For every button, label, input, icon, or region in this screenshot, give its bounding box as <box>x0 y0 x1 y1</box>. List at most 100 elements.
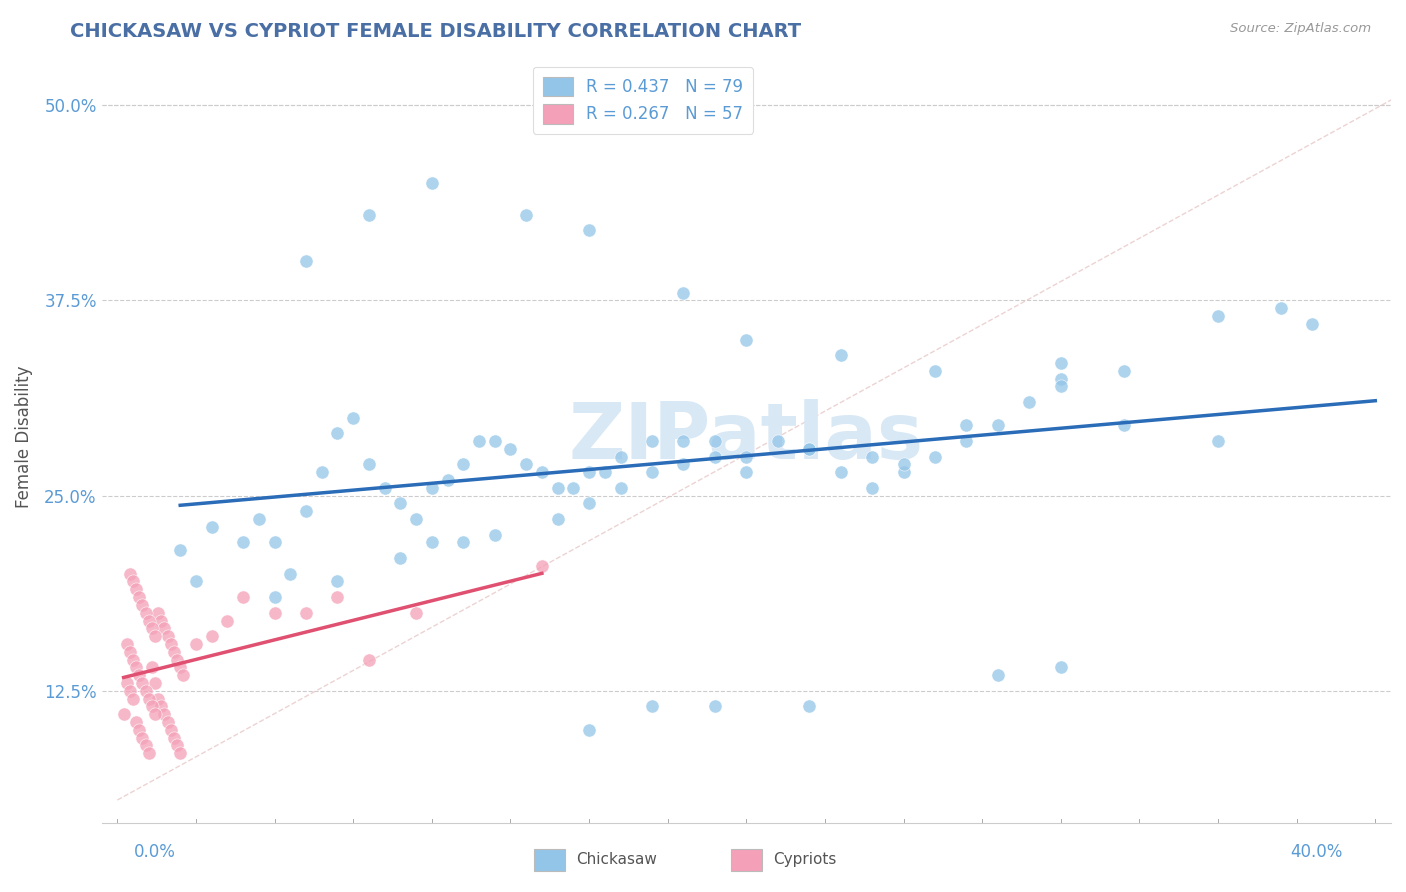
Point <box>112 707 135 722</box>
Legend: R = 0.437   N = 79, R = 0.267   N = 57: R = 0.437 N = 79, R = 0.267 N = 57 <box>533 67 754 134</box>
Point <box>135 606 157 620</box>
Point <box>278 566 301 581</box>
Point <box>150 614 173 628</box>
Point <box>641 434 664 448</box>
Point <box>131 731 153 745</box>
Point <box>578 496 600 510</box>
Point <box>295 254 318 268</box>
Point <box>893 458 915 472</box>
Point <box>217 614 239 628</box>
Point <box>860 450 883 464</box>
Point <box>128 723 150 737</box>
Point <box>484 527 506 541</box>
Point <box>295 504 318 518</box>
Point <box>169 660 191 674</box>
Point <box>578 465 600 479</box>
Point <box>468 434 491 448</box>
Point <box>389 551 412 566</box>
Point <box>436 473 458 487</box>
Point <box>326 590 349 604</box>
Point <box>1112 418 1135 433</box>
Point <box>169 543 191 558</box>
Point <box>799 699 821 714</box>
Point <box>987 668 1010 682</box>
Point <box>131 676 153 690</box>
Point <box>515 208 537 222</box>
Point <box>547 512 569 526</box>
Point <box>141 621 163 635</box>
Point <box>1018 395 1040 409</box>
Point <box>578 223 600 237</box>
Point <box>484 434 506 448</box>
Point <box>1049 356 1071 370</box>
Text: 0.0%: 0.0% <box>134 843 176 861</box>
Point <box>547 481 569 495</box>
Point <box>830 348 852 362</box>
Point <box>156 714 179 729</box>
Text: Source: ZipAtlas.com: Source: ZipAtlas.com <box>1230 22 1371 36</box>
Point <box>405 512 427 526</box>
Point <box>893 465 915 479</box>
Point <box>530 465 553 479</box>
Point <box>118 683 141 698</box>
Point <box>125 714 148 729</box>
Point <box>1049 371 1071 385</box>
Point <box>593 465 616 479</box>
Point <box>735 450 758 464</box>
Point <box>987 418 1010 433</box>
Point <box>672 285 695 300</box>
Point <box>924 450 946 464</box>
Point <box>420 535 443 549</box>
Point <box>201 520 224 534</box>
Point <box>153 621 176 635</box>
Point <box>201 629 224 643</box>
Point <box>672 434 695 448</box>
Point <box>166 739 188 753</box>
Point <box>609 450 631 464</box>
Text: ZIPatlas: ZIPatlas <box>569 399 924 475</box>
Point <box>1270 301 1292 316</box>
Point <box>609 481 631 495</box>
Point <box>138 691 160 706</box>
Point <box>924 364 946 378</box>
Point <box>263 606 285 620</box>
Point <box>122 652 145 666</box>
Point <box>247 512 270 526</box>
Point <box>172 668 194 682</box>
Point <box>163 731 186 745</box>
Point <box>578 723 600 737</box>
Point <box>143 676 166 690</box>
Point <box>232 590 254 604</box>
Point <box>326 426 349 441</box>
Point <box>530 558 553 573</box>
Point <box>830 465 852 479</box>
Point <box>342 410 364 425</box>
Point <box>141 660 163 674</box>
Point <box>135 683 157 698</box>
Text: 40.0%: 40.0% <box>1291 843 1343 861</box>
Point <box>143 707 166 722</box>
Point <box>141 699 163 714</box>
Point <box>156 629 179 643</box>
Point <box>122 574 145 589</box>
Text: Cypriots: Cypriots <box>773 852 837 867</box>
Y-axis label: Female Disability: Female Disability <box>15 366 32 508</box>
Point <box>169 746 191 760</box>
Point <box>263 590 285 604</box>
Point <box>125 582 148 597</box>
Text: Chickasaw: Chickasaw <box>576 852 658 867</box>
Point <box>357 458 380 472</box>
Point <box>1112 364 1135 378</box>
Point <box>420 177 443 191</box>
Point <box>389 496 412 510</box>
Point <box>1049 660 1071 674</box>
Point <box>1206 434 1229 448</box>
Point <box>148 606 170 620</box>
Point <box>311 465 333 479</box>
Point <box>562 481 585 495</box>
Point <box>1049 379 1071 393</box>
Point <box>357 652 380 666</box>
Point <box>703 450 725 464</box>
Point <box>1206 309 1229 323</box>
Point <box>860 481 883 495</box>
